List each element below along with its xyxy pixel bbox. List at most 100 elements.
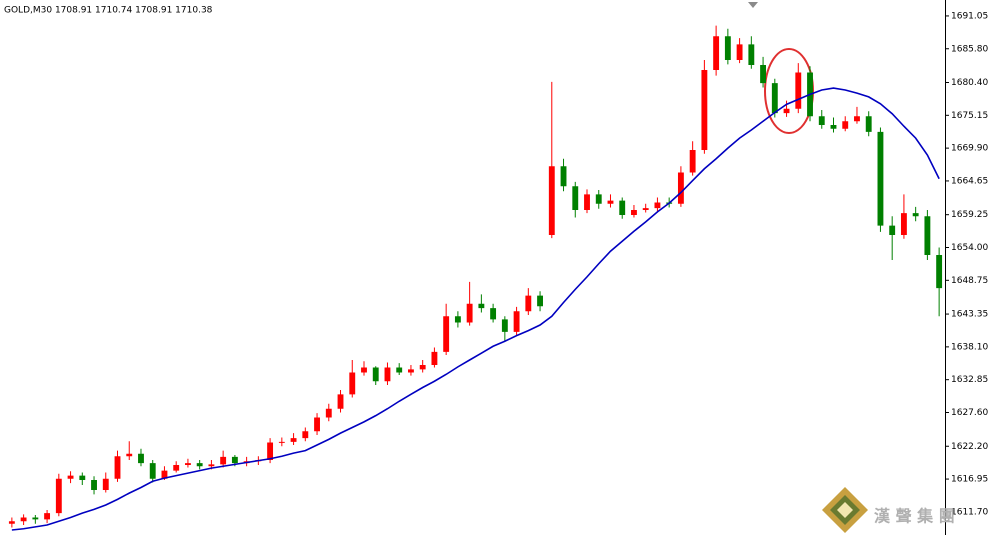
candle-body [278, 441, 285, 443]
candle-body [384, 367, 391, 382]
candle-body [102, 478, 109, 490]
candle-body [654, 202, 661, 209]
candle-body [912, 213, 919, 217]
candle-body [795, 72, 802, 109]
chart-title: GOLD,M30 1708.91 1710.74 1708.91 1710.38 [4, 6, 213, 16]
candle-body [842, 121, 849, 129]
y-tick-label: 1622.20 [951, 442, 988, 452]
candle-body [830, 125, 837, 129]
candle-body [443, 316, 450, 352]
candle-body [138, 453, 144, 464]
y-tick-label: 1654.00 [951, 243, 988, 253]
y-tick-label: 1675.15 [951, 111, 988, 121]
y-tick-label: 1611.70 [951, 507, 988, 517]
candle-body [572, 186, 579, 210]
candle-body [724, 36, 731, 60]
candle-body [513, 311, 520, 332]
candle-body [936, 255, 943, 289]
highlight-circle [764, 48, 814, 134]
candle-body [560, 166, 567, 187]
candle-body [900, 213, 907, 235]
candle-body [361, 367, 367, 373]
shift-marker [748, 2, 758, 8]
candle-body [501, 319, 508, 332]
y-tick-label: 1691.05 [951, 11, 988, 21]
candle-body [396, 367, 403, 373]
candle-body [431, 351, 438, 365]
candle-body [924, 216, 931, 255]
candle-body [677, 172, 684, 204]
y-tick-label: 1616.95 [951, 475, 988, 485]
candle-body [877, 131, 884, 226]
candle-body [548, 166, 555, 235]
plot-area: 1691.05 1685.80 1680.40 1675.15 1669.90 1664.… [8, 11, 988, 531]
candle-body [55, 478, 62, 514]
candle-body [231, 456, 238, 464]
candle-body [302, 431, 309, 439]
y-tick-label: 1648.75 [951, 276, 988, 286]
candle-body [114, 456, 121, 479]
candle-body [91, 480, 97, 490]
candle-body [607, 200, 614, 204]
candle-body [267, 442, 274, 460]
candle-body [865, 116, 872, 132]
candle-body [44, 513, 51, 520]
candle-body [854, 116, 860, 122]
y-tick-label: 1632.85 [951, 375, 988, 385]
candle-body [372, 367, 379, 382]
candle-body [595, 194, 602, 204]
candle-body [349, 372, 356, 395]
y-tick-label: 1659.25 [951, 210, 988, 220]
candle-body [619, 200, 626, 215]
candle-body [32, 517, 39, 520]
candle-body [537, 295, 543, 307]
candle-body [701, 70, 708, 150]
candle-body [454, 316, 461, 323]
candle-body [748, 44, 755, 65]
y-tick-label: 1664.65 [951, 176, 988, 186]
candle-body [818, 116, 825, 125]
candle-body [713, 36, 720, 70]
candle-body [325, 408, 332, 418]
candle-body [161, 470, 168, 479]
candle-body [760, 65, 767, 84]
candle-body [408, 369, 414, 373]
candle-body [525, 295, 532, 312]
candle-body [490, 308, 497, 320]
candle-body [220, 456, 227, 465]
y-tick-label: 1685.80 [951, 44, 988, 54]
candle-body [478, 303, 485, 309]
candle-body [337, 394, 344, 409]
candle-body [126, 453, 133, 457]
candle-body [149, 463, 156, 479]
watermark: 漢 聲 集 團 [874, 507, 955, 526]
y-tick-label: 1680.40 [951, 78, 988, 88]
candle-body [20, 517, 27, 522]
y-tick-label: 1643.35 [951, 310, 988, 320]
candle-body [466, 303, 473, 323]
candle-body [642, 208, 649, 210]
candle-body [771, 83, 778, 114]
candle-body [79, 475, 86, 480]
candle-body [736, 44, 743, 60]
y-tick-label: 1638.10 [951, 342, 988, 352]
candle-body [419, 365, 426, 370]
logo [822, 487, 868, 533]
candle-body [208, 464, 215, 467]
candle-body [290, 438, 297, 442]
y-tick-label: 1627.60 [951, 408, 988, 418]
candle-body [8, 521, 15, 524]
candle-body [631, 210, 637, 215]
candle-body [314, 417, 320, 432]
candle-body [173, 465, 180, 471]
candle-body [184, 463, 191, 465]
logo-core [837, 502, 853, 518]
moving-average-line [11, 87, 940, 531]
candle-body [584, 194, 590, 210]
candle-body [783, 108, 790, 114]
y-tick-label: 1669.90 [951, 144, 988, 154]
candle-body [689, 150, 696, 173]
candle-body [67, 475, 74, 479]
